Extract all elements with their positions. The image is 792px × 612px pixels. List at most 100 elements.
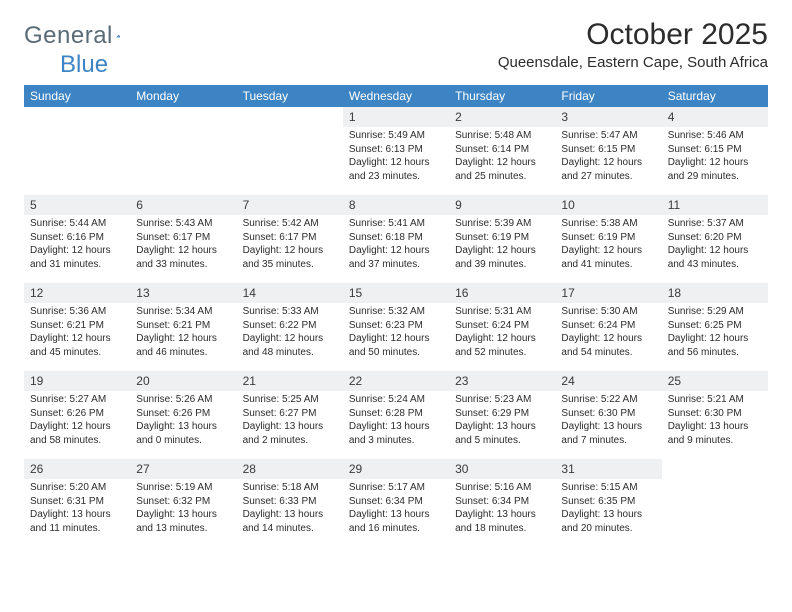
day-header: Friday: [555, 85, 661, 107]
day-number: 22: [343, 371, 449, 391]
daylight-text: Daylight: 12 hours and 35 minutes.: [243, 244, 337, 271]
sun-info: Sunrise: 5:42 AMSunset: 6:17 PMDaylight:…: [243, 217, 337, 271]
sun-info: Sunrise: 5:32 AMSunset: 6:23 PMDaylight:…: [349, 305, 443, 359]
daylight-text: Daylight: 12 hours and 52 minutes.: [455, 332, 549, 359]
sunrise-text: Sunrise: 5:16 AM: [455, 481, 549, 495]
calendar-day-cell: 21Sunrise: 5:25 AMSunset: 6:27 PMDayligh…: [237, 371, 343, 459]
calendar-day-cell: 15Sunrise: 5:32 AMSunset: 6:23 PMDayligh…: [343, 283, 449, 371]
calendar-day-cell: 29Sunrise: 5:17 AMSunset: 6:34 PMDayligh…: [343, 459, 449, 547]
calendar-week-row: 26Sunrise: 5:20 AMSunset: 6:31 PMDayligh…: [24, 459, 768, 547]
calendar-day-cell: 7Sunrise: 5:42 AMSunset: 6:17 PMDaylight…: [237, 195, 343, 283]
sunset-text: Sunset: 6:26 PM: [136, 407, 230, 421]
calendar-day-cell: 14Sunrise: 5:33 AMSunset: 6:22 PMDayligh…: [237, 283, 343, 371]
day-header: Tuesday: [237, 85, 343, 107]
sunrise-text: Sunrise: 5:29 AM: [668, 305, 762, 319]
daylight-text: Daylight: 13 hours and 18 minutes.: [455, 508, 549, 535]
calendar-day-cell: 20 Sunrise: 5:26 AMSunset: 6:26 PMDayligh…: [130, 371, 236, 459]
sunrise-text: Sunrise: 5:34 AM: [136, 305, 230, 319]
day-number: 3: [555, 107, 661, 127]
day-number: [24, 107, 130, 127]
daylight-text: Daylight: 12 hours and 25 minutes.: [455, 156, 549, 183]
sun-info: Sunrise: 5:25 AMSunset: 6:27 PMDaylight:…: [243, 393, 337, 447]
calendar-day-cell: 13Sunrise: 5:34 AMSunset: 6:21 PMDayligh…: [130, 283, 236, 371]
day-number: 13: [130, 283, 236, 303]
sun-info: Sunrise: 5:22 AMSunset: 6:30 PMDaylight:…: [561, 393, 655, 447]
sunrise-text: Sunrise: 5:47 AM: [561, 129, 655, 143]
day-number: 31: [555, 459, 661, 479]
sun-info: Sunrise: 5:39 AMSunset: 6:19 PMDaylight:…: [455, 217, 549, 271]
sunrise-text: Sunrise: 5:36 AM: [30, 305, 124, 319]
sunset-text: Sunset: 6:35 PM: [561, 495, 655, 509]
sun-info: Sunrise: 5:21 AMSunset: 6:30 PMDaylight:…: [668, 393, 762, 447]
calendar-day-cell: 24Sunrise: 5:22 AMSunset: 6:30 PMDayligh…: [555, 371, 661, 459]
calendar-day-cell: 6Sunrise: 5:43 AMSunset: 6:17 PMDaylight…: [130, 195, 236, 283]
calendar-day-cell: 23Sunrise: 5:23 AMSunset: 6:29 PMDayligh…: [449, 371, 555, 459]
sunset-text: Sunset: 6:24 PM: [561, 319, 655, 333]
sunrise-text: Sunrise: 5:31 AM: [455, 305, 549, 319]
sunrise-text: Sunrise: 5:39 AM: [455, 217, 549, 231]
sunrise-text: Sunrise: 5:37 AM: [668, 217, 762, 231]
sunrise-text: Sunrise: 5:48 AM: [455, 129, 549, 143]
sunset-text: Sunset: 6:22 PM: [243, 319, 337, 333]
day-number: 27: [130, 459, 236, 479]
sun-info: Sunrise: 5:46 AMSunset: 6:15 PMDaylight:…: [668, 129, 762, 183]
day-number: 30: [449, 459, 555, 479]
daylight-text: Daylight: 13 hours and 0 minutes.: [136, 420, 230, 447]
sunrise-text: Sunrise: 5:22 AM: [561, 393, 655, 407]
location-text: Queensdale, Eastern Cape, South Africa: [498, 54, 768, 71]
sunrise-text: Sunrise: 5:30 AM: [561, 305, 655, 319]
daylight-text: Daylight: 13 hours and 14 minutes.: [243, 508, 337, 535]
sunrise-text: Sunrise: 5:26 AM: [136, 393, 230, 407]
sunset-text: Sunset: 6:34 PM: [455, 495, 549, 509]
sunrise-text: Sunrise: 5:24 AM: [349, 393, 443, 407]
calendar-day-cell: 22Sunrise: 5:24 AMSunset: 6:28 PMDayligh…: [343, 371, 449, 459]
day-number: 7: [237, 195, 343, 215]
day-number: 11: [662, 195, 768, 215]
day-number: 5: [24, 195, 130, 215]
daylight-text: Daylight: 12 hours and 50 minutes.: [349, 332, 443, 359]
sun-info: Sunrise: 5:30 AMSunset: 6:24 PMDaylight:…: [561, 305, 655, 359]
calendar-day-cell: [662, 459, 768, 547]
daylight-text: Daylight: 12 hours and 33 minutes.: [136, 244, 230, 271]
sunrise-text: Sunrise: 5:20 AM: [30, 481, 124, 495]
sunset-text: Sunset: 6:19 PM: [455, 231, 549, 245]
calendar-day-cell: 28Sunrise: 5:18 AMSunset: 6:33 PMDayligh…: [237, 459, 343, 547]
logo-triangle-icon: [116, 26, 120, 46]
day-number: 19: [24, 371, 130, 391]
day-number: 8: [343, 195, 449, 215]
day-number: 21: [237, 371, 343, 391]
day-number: 29: [343, 459, 449, 479]
day-number: 18: [662, 283, 768, 303]
sunrise-text: Sunrise: 5:49 AM: [349, 129, 443, 143]
logo-word2: Blue: [60, 51, 108, 79]
day-number: 17: [555, 283, 661, 303]
sun-info: Sunrise: 5:36 AMSunset: 6:21 PMDaylight:…: [30, 305, 124, 359]
sunset-text: Sunset: 6:17 PM: [136, 231, 230, 245]
sunrise-text: Sunrise: 5:32 AM: [349, 305, 443, 319]
calendar-day-cell: 5Sunrise: 5:44 AMSunset: 6:16 PMDaylight…: [24, 195, 130, 283]
day-number: 26: [24, 459, 130, 479]
sun-info: Sunrise: 5:15 AMSunset: 6:35 PMDaylight:…: [561, 481, 655, 535]
calendar-day-cell: 1Sunrise: 5:49 AMSunset: 6:13 PMDaylight…: [343, 107, 449, 195]
calendar-day-cell: 12Sunrise: 5:36 AMSunset: 6:21 PMDayligh…: [24, 283, 130, 371]
daylight-text: Daylight: 12 hours and 48 minutes.: [243, 332, 337, 359]
sun-info: Sunrise: 5:47 AMSunset: 6:15 PMDaylight:…: [561, 129, 655, 183]
sunset-text: Sunset: 6:20 PM: [668, 231, 762, 245]
day-number: 4: [662, 107, 768, 127]
day-header: Wednesday: [343, 85, 449, 107]
sun-info: Sunrise: 5:38 AMSunset: 6:19 PMDaylight:…: [561, 217, 655, 271]
daylight-text: Daylight: 12 hours and 46 minutes.: [136, 332, 230, 359]
sunrise-text: Sunrise: 5:44 AM: [30, 217, 124, 231]
sun-info: Sunrise: 5:31 AMSunset: 6:24 PMDaylight:…: [455, 305, 549, 359]
sunset-text: Sunset: 6:29 PM: [455, 407, 549, 421]
day-number: 14: [237, 283, 343, 303]
daylight-text: Daylight: 13 hours and 16 minutes.: [349, 508, 443, 535]
day-number: 20: [130, 371, 236, 391]
sunset-text: Sunset: 6:19 PM: [561, 231, 655, 245]
calendar-day-cell: 26Sunrise: 5:20 AMSunset: 6:31 PMDayligh…: [24, 459, 130, 547]
sunset-text: Sunset: 6:21 PM: [30, 319, 124, 333]
daylight-text: Daylight: 12 hours and 43 minutes.: [668, 244, 762, 271]
sunset-text: Sunset: 6:23 PM: [349, 319, 443, 333]
day-header: Saturday: [662, 85, 768, 107]
calendar-day-cell: [237, 107, 343, 195]
